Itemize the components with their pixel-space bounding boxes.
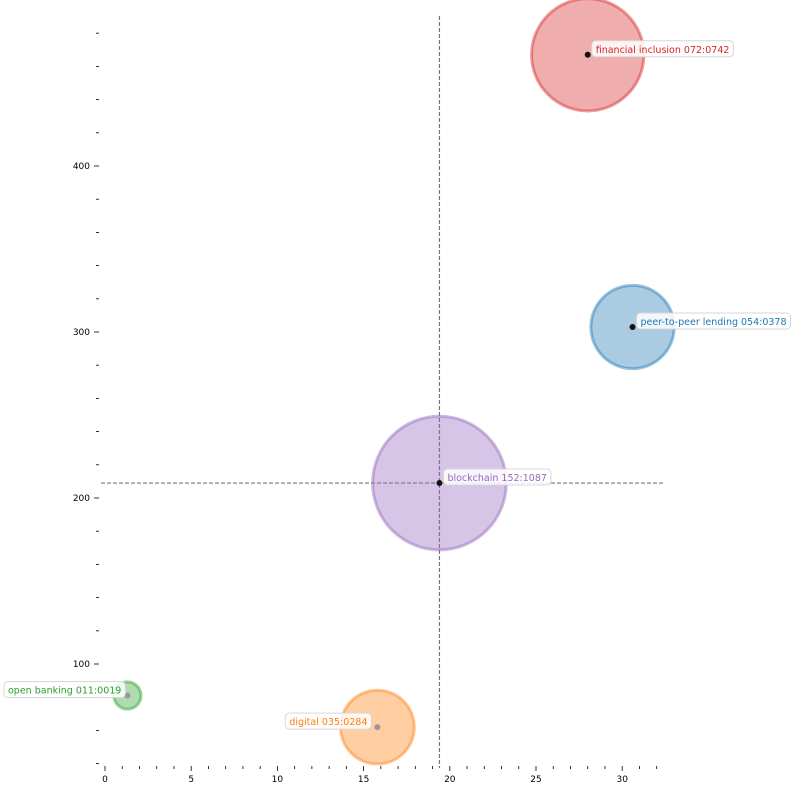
bubble-label-box (284, 712, 372, 730)
y-tick-label: 400 (73, 162, 90, 172)
bubble-center-point (629, 324, 636, 331)
axes: 0 5 10 15 20 25 30 100 200 300 400 (73, 32, 658, 785)
bubble-label-group: blockchain 152:1087 (442, 468, 552, 486)
x-tick-label: 0 (102, 775, 108, 785)
bubble-label-group: digital 035:0284 (284, 712, 372, 730)
bubble-center-point (584, 51, 591, 58)
bubble-label-box (636, 312, 792, 330)
bubble-label-group: financial inclusion 072:0742 (591, 40, 734, 58)
y-tick-label: 300 (73, 328, 90, 338)
x-tick-label: 25 (530, 775, 541, 785)
bubble-label-box (3, 681, 126, 699)
x-tick-label: 15 (358, 775, 369, 785)
bubble-center-point (374, 724, 381, 731)
bubble-label: peer-to-peer lending 054:0378 (641, 317, 787, 328)
y-tick-label: 100 (73, 660, 90, 670)
bubble-label-group: peer-to-peer lending 054:0378 (636, 312, 792, 330)
bubble-center-point (436, 480, 443, 487)
x-tick-label: 5 (188, 775, 194, 785)
bubble-label: financial inclusion 072:0742 (596, 45, 730, 56)
reference-lines (101, 16, 663, 768)
y-tick-label: 200 (73, 494, 90, 504)
bubbles (112, 0, 676, 766)
bubble-label: digital 035:0284 (289, 717, 367, 728)
x-tick-label: 30 (616, 775, 628, 785)
bubble-center-point (124, 692, 131, 699)
x-tick-label: 10 (272, 775, 284, 785)
x-tick-label: 20 (444, 775, 456, 785)
bubble-label: blockchain 152:1087 (447, 473, 546, 484)
bubble-label-box (591, 40, 734, 58)
bubble-label: open banking 011:0019 (8, 686, 121, 697)
bubble-label-group: open banking 011:0019 (3, 681, 126, 699)
bubble-label-box (442, 468, 552, 486)
bubble-labels: financial inclusion 072:0742 peer-to-peer… (3, 40, 792, 730)
